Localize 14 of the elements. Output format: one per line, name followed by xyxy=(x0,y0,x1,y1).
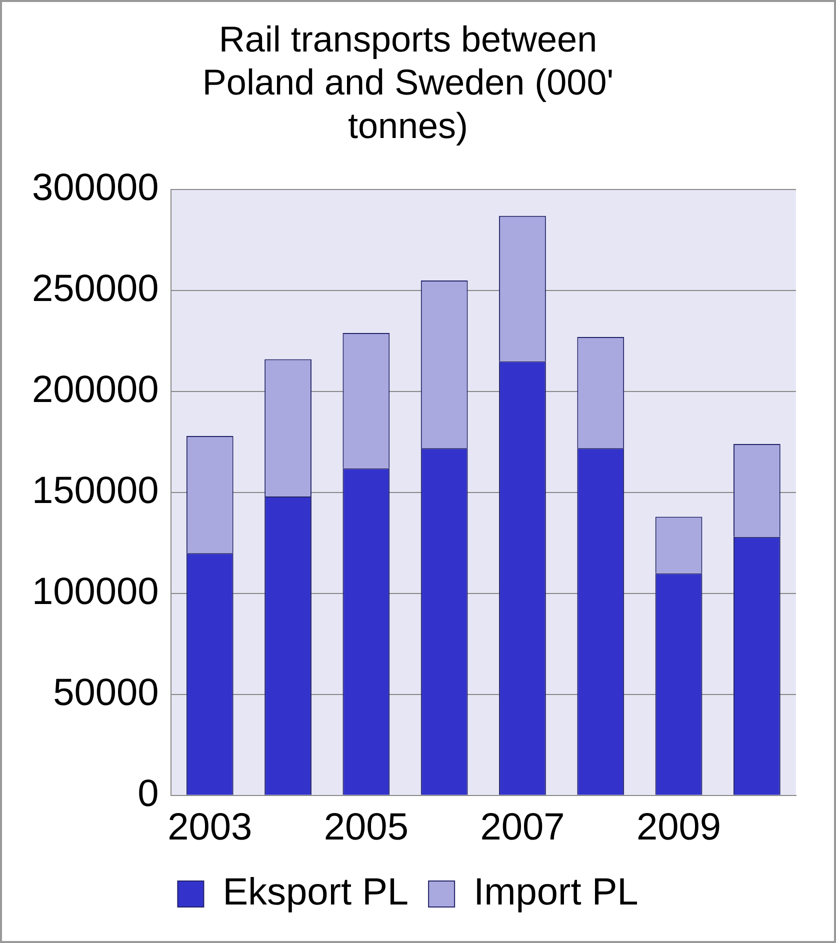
x-tick-label: 2003 xyxy=(168,806,252,849)
y-tick-label: 150000 xyxy=(32,470,159,512)
legend-label: Import PL xyxy=(474,871,638,914)
legend-label: Eksport PL xyxy=(222,871,409,914)
x-tick-label: 2005 xyxy=(324,806,408,849)
x-tick-label: 2007 xyxy=(480,806,565,849)
y-tick-label: 100000 xyxy=(32,570,159,613)
x-tick-label: 2009 xyxy=(636,806,722,849)
y-tick-label: 200000 xyxy=(32,369,159,412)
y-tick-label: 300000 xyxy=(32,167,159,210)
y-tick-label: 250000 xyxy=(32,268,159,310)
chart-title: Rail transports between Poland and Sweden (000' tonnes) xyxy=(202,18,614,146)
y-tick-label: 0 xyxy=(138,772,159,815)
y-tick-label: 50000 xyxy=(53,672,159,714)
